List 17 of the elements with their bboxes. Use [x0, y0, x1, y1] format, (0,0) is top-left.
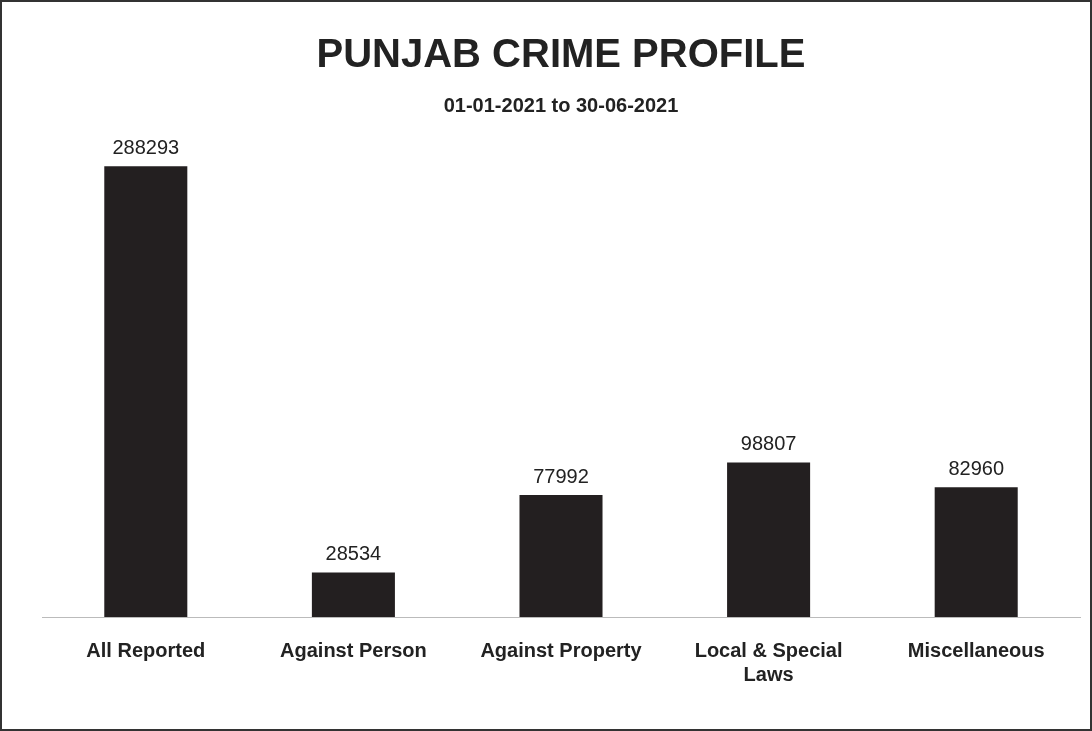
- x-tick-label: Miscellaneous: [907, 638, 1045, 661]
- x-tick-label: All Reported: [86, 638, 206, 661]
- x-tick-label: Against Property: [480, 638, 643, 661]
- bar: [311, 572, 395, 617]
- bar: [519, 495, 603, 617]
- chart-subtitle: 01-01-2021 to 30-06-2021: [443, 93, 679, 116]
- data-label: 82960: [948, 456, 1005, 479]
- bar: [727, 462, 811, 617]
- bar: [104, 166, 188, 617]
- bar: [934, 487, 1018, 617]
- data-label: 28534: [325, 541, 382, 564]
- data-label: 77992: [533, 464, 589, 487]
- x-tick-label: Against Person: [280, 638, 427, 661]
- chart-title: PUNJAB CRIME PROFILE: [316, 31, 806, 76]
- data-label: 288293: [112, 135, 180, 158]
- x-tick-label: Local & Special Laws: [694, 638, 843, 685]
- data-label: 98807: [740, 432, 797, 455]
